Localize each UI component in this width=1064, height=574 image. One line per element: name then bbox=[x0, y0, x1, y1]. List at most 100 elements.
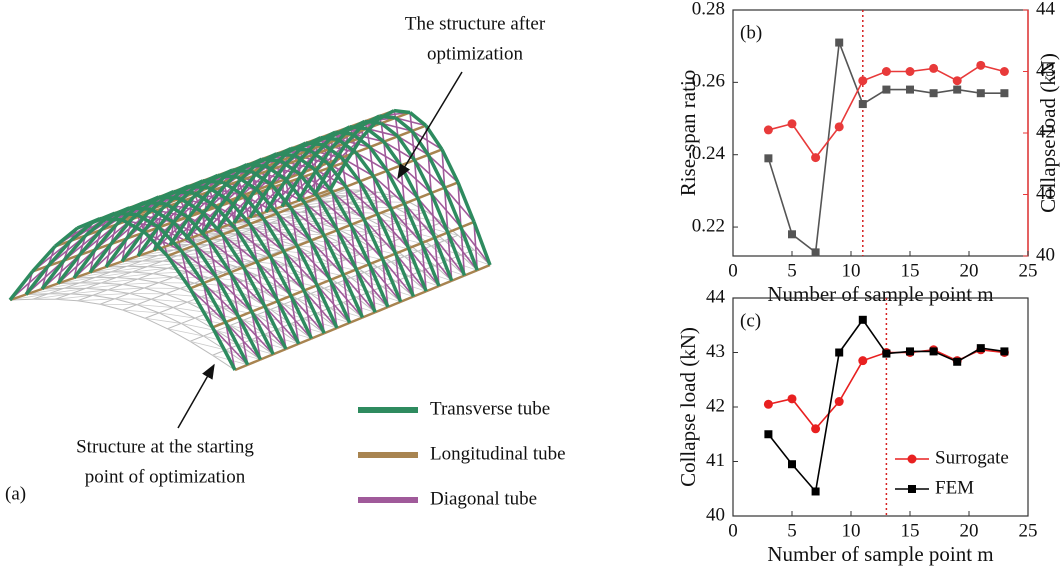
longitudinal-tube bbox=[387, 165, 401, 170]
x-tick-label: 25 bbox=[1019, 260, 1038, 281]
start-tube bbox=[132, 272, 153, 274]
y-axis-label: Rise-span ratio bbox=[676, 70, 700, 197]
marker bbox=[811, 153, 820, 162]
start-tube bbox=[188, 272, 223, 273]
x-axis-label: Number of sample point m bbox=[767, 542, 993, 566]
legend-label: FEM bbox=[935, 477, 974, 498]
longitudinal-tube bbox=[248, 360, 261, 365]
longitudinal-tube bbox=[435, 233, 448, 238]
longitudinal-tube bbox=[465, 270, 478, 275]
x-tick-label: 10 bbox=[842, 520, 861, 541]
marker bbox=[811, 424, 820, 433]
marker bbox=[788, 230, 796, 238]
series-line bbox=[768, 65, 1004, 157]
longitudinal-tube bbox=[388, 302, 401, 307]
start-tube bbox=[190, 336, 203, 341]
marker bbox=[764, 125, 773, 134]
start-tube bbox=[115, 299, 137, 305]
legend-marker bbox=[908, 455, 917, 464]
marker bbox=[977, 344, 985, 352]
y-tick-label: 0.28 bbox=[692, 0, 725, 19]
longitudinal-tube bbox=[261, 354, 274, 359]
marker bbox=[1000, 67, 1009, 76]
annotation: Structure at the starting bbox=[76, 436, 254, 457]
longitudinal-tube bbox=[445, 182, 458, 187]
longitudinal-tube bbox=[330, 275, 343, 280]
x-tick-label: 0 bbox=[728, 520, 738, 541]
legend-label: Diagonal tube bbox=[430, 488, 537, 509]
marker bbox=[859, 100, 867, 108]
longitudinal-tube bbox=[431, 188, 444, 193]
marker bbox=[788, 460, 796, 468]
arrow bbox=[178, 365, 214, 428]
x-tick-label: 15 bbox=[901, 520, 920, 541]
x-tick-label: 25 bbox=[1019, 520, 1038, 541]
panel-label: (a) bbox=[5, 483, 26, 504]
x-tick-label: 20 bbox=[960, 520, 979, 541]
longitudinal-tube bbox=[382, 254, 395, 259]
longitudinal-tube bbox=[324, 328, 337, 333]
marker bbox=[953, 86, 961, 94]
plot-frame bbox=[733, 298, 1028, 516]
start-tube bbox=[181, 318, 195, 323]
longitudinal-tube bbox=[297, 241, 310, 246]
longitudinal-tube bbox=[428, 149, 442, 154]
longitudinal-tube bbox=[346, 181, 360, 186]
longitudinal-tube bbox=[360, 176, 374, 181]
start-tube bbox=[100, 304, 123, 310]
marker bbox=[882, 67, 891, 76]
marker bbox=[953, 76, 962, 85]
y2-tick-label: 44 bbox=[1036, 0, 1056, 19]
legend-label: Longitudinal tube bbox=[430, 443, 566, 464]
transverse-tube bbox=[426, 126, 442, 150]
marker bbox=[906, 347, 914, 355]
start-tube bbox=[86, 288, 108, 290]
longitudinal-tube bbox=[337, 225, 350, 230]
marker bbox=[882, 350, 890, 358]
marker bbox=[764, 400, 773, 409]
marker bbox=[788, 394, 797, 403]
marker bbox=[929, 64, 938, 73]
longitudinal-tube bbox=[452, 276, 465, 281]
start-tube bbox=[129, 293, 151, 299]
y-tick-label: 41 bbox=[706, 450, 725, 471]
longitudinal-tube bbox=[370, 142, 384, 147]
start-tube bbox=[93, 295, 115, 298]
panel-label: (b) bbox=[740, 22, 762, 43]
figure: The structure after optimization Structu… bbox=[0, 0, 1064, 574]
marker bbox=[977, 89, 985, 97]
start-tube bbox=[153, 274, 174, 278]
marker bbox=[858, 76, 867, 85]
start-tube bbox=[147, 267, 168, 269]
start-tube bbox=[123, 284, 145, 288]
longitudinal-tube bbox=[217, 273, 230, 278]
marker bbox=[976, 61, 985, 70]
y2-axis-label: Collapse load (kN) bbox=[1036, 53, 1060, 213]
transverse-tube bbox=[394, 111, 410, 113]
start-tube bbox=[55, 299, 78, 300]
start-tube bbox=[101, 283, 123, 285]
marker bbox=[859, 316, 867, 324]
longitudinal-tube bbox=[401, 297, 414, 302]
x-tick-label: 15 bbox=[901, 260, 920, 281]
marker bbox=[906, 86, 914, 94]
longitudinal-tube bbox=[312, 333, 325, 338]
start-tube bbox=[168, 323, 182, 328]
longitudinal-tube bbox=[418, 193, 431, 198]
longitudinal-tube bbox=[317, 280, 330, 285]
start-tube bbox=[137, 299, 151, 304]
y2-tick-label: 40 bbox=[1036, 244, 1055, 265]
longitudinal-tube bbox=[350, 318, 363, 323]
longitudinal-tube bbox=[343, 269, 356, 274]
annotation: point of optimization bbox=[85, 466, 246, 487]
start-tube bbox=[166, 289, 180, 294]
start-tube bbox=[78, 301, 101, 304]
start-tube bbox=[138, 279, 159, 283]
longitudinal-tube bbox=[369, 259, 382, 264]
longitudinal-tube bbox=[286, 344, 299, 349]
marker bbox=[788, 119, 797, 128]
longitudinal-tube bbox=[273, 349, 286, 354]
y-tick-label: 44 bbox=[706, 286, 726, 307]
marker bbox=[858, 356, 867, 365]
plot-frame bbox=[733, 10, 1028, 256]
